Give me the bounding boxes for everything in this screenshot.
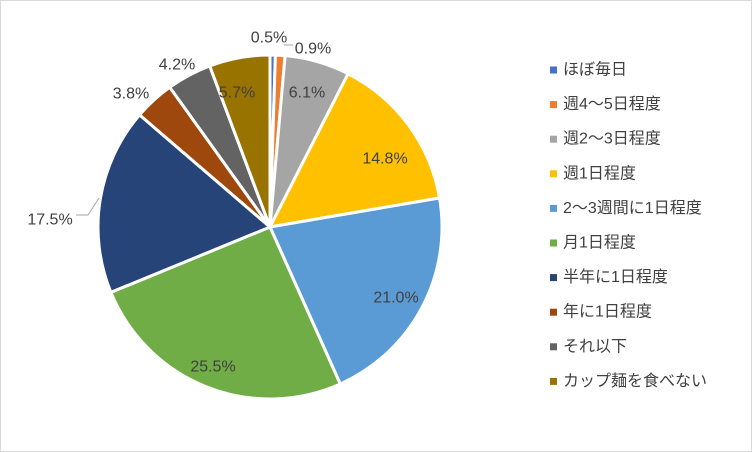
data-labels: 0.5% 0.9% 6.1% 14.8% 21.0% 25.5% 17.5% 3.8% 4.2%… (27, 30, 418, 376)
legend-label-10: カップ麺を食べない (563, 372, 707, 390)
legend-swatch-8 (550, 308, 557, 316)
legend-swatch-1 (550, 66, 557, 74)
legend-swatch-3 (550, 135, 557, 143)
data-label-7: 17.5% (27, 212, 72, 229)
pie-slices (96, 53, 444, 401)
leader-line-7 (76, 197, 100, 216)
legend-label-3: 週2〜3日程度 (563, 130, 661, 148)
data-label-3: 6.1% (289, 85, 325, 102)
legend-swatch-7 (550, 274, 557, 282)
legend-swatch-10 (550, 377, 557, 385)
legend-label-2: 週4〜5日程度 (563, 95, 661, 113)
legend-swatch-2 (550, 101, 557, 109)
data-label-4: 14.8% (362, 151, 407, 168)
data-label-6: 25.5% (190, 359, 235, 376)
legend-label-6: 月1日程度 (563, 234, 636, 252)
legend-label-7: 半年に1日程度 (563, 268, 668, 286)
legend-swatch-5 (550, 204, 557, 212)
legend-label-8: 年に1日程度 (563, 303, 652, 321)
legend-swatch-4 (550, 170, 557, 178)
pie-slice-5 (268, 196, 444, 386)
legend-label-5: 2〜3週間に1日程度 (563, 199, 702, 217)
data-label-1: 0.5% (251, 30, 287, 47)
pie-slice-10 (208, 53, 272, 229)
legend-swatch-9 (550, 343, 557, 351)
leader-lines (76, 44, 293, 216)
legend-label-1: ほぼ毎日 (563, 61, 627, 79)
legend-label-4: 週1日程度 (563, 164, 636, 182)
data-label-2: 0.9% (295, 41, 331, 58)
pie-slice-4 (268, 72, 442, 229)
pie-slice-7 (96, 113, 272, 294)
data-label-10: 5.7% (219, 85, 255, 102)
data-label-5: 21.0% (373, 290, 418, 307)
legend-label-9: それ以下 (563, 338, 627, 355)
data-label-8: 3.8% (113, 86, 149, 103)
data-label-9: 4.2% (159, 57, 195, 74)
legend-swatch-6 (550, 239, 557, 247)
